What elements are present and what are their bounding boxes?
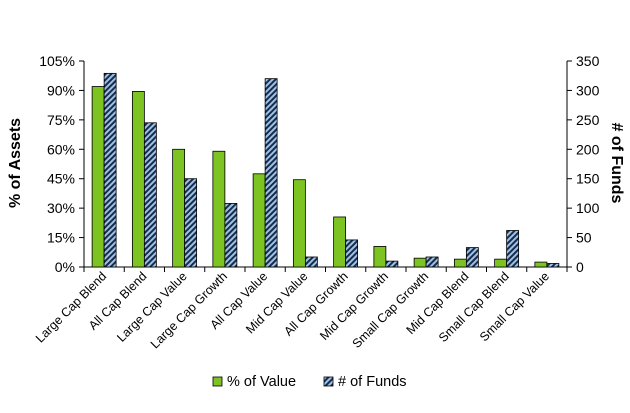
x-category-label: Small Cap Blend bbox=[436, 269, 512, 345]
y-left-tick-label: 30% bbox=[47, 200, 75, 216]
x-category-label: Large Cap Value bbox=[114, 269, 190, 345]
bars bbox=[91, 72, 560, 268]
y-left-tick-label: 90% bbox=[47, 82, 75, 98]
bar-pct-of-value bbox=[413, 257, 427, 268]
y-right-tick-label: 50 bbox=[576, 230, 592, 246]
bar-num-of-funds bbox=[224, 203, 238, 268]
legend: % of Value # of Funds bbox=[212, 374, 407, 390]
bar-num-of-funds bbox=[345, 239, 359, 268]
x-category-label: Mid Cap Growth bbox=[317, 269, 391, 343]
y-right-tick-label: 300 bbox=[576, 82, 600, 98]
y-right-tick-label: 150 bbox=[576, 171, 600, 187]
bar-pct-of-value bbox=[494, 258, 508, 268]
y-left-tick-label: 0% bbox=[55, 259, 75, 275]
y-left-tick-label: 45% bbox=[47, 171, 75, 187]
bar-num-of-funds bbox=[143, 122, 157, 268]
bar-num-of-funds bbox=[546, 263, 560, 268]
x-category-label: Small Cap Growth bbox=[350, 269, 432, 351]
bar-num-of-funds bbox=[425, 256, 439, 268]
bar-pct-of-value bbox=[333, 216, 347, 268]
bar-pct-of-value bbox=[453, 258, 467, 268]
bar-num-of-funds bbox=[506, 230, 520, 268]
legend-swatch-num-of-funds bbox=[323, 376, 334, 387]
y-right-tick-label: 0 bbox=[576, 259, 584, 275]
bar-num-of-funds bbox=[465, 247, 479, 268]
bar-pct-of-value bbox=[172, 148, 186, 268]
legend-label-pct-of-value: % of Value bbox=[227, 374, 296, 390]
y-left-tick-label: 75% bbox=[47, 112, 75, 128]
bar-num-of-funds bbox=[304, 256, 318, 268]
y-left-tick-label: 60% bbox=[47, 141, 75, 157]
x-category-label: Small Cap Value bbox=[477, 269, 552, 344]
legend-swatch-pct-of-value bbox=[212, 376, 223, 387]
bar-pct-of-value bbox=[292, 179, 306, 268]
bar-pct-of-value bbox=[131, 91, 145, 268]
y-axis-left-title: % of Assets bbox=[7, 118, 24, 208]
bar-num-of-funds bbox=[103, 72, 117, 268]
bar-pct-of-value bbox=[373, 245, 387, 268]
bar-pct-of-value bbox=[212, 150, 226, 268]
y-right-tick-label: 250 bbox=[576, 112, 600, 128]
legend-label-num-of-funds: # of Funds bbox=[338, 374, 407, 390]
axes bbox=[79, 60, 572, 272]
labels: 0% 0 15% 50 30% 100 45% 150 60% 200 75% 250 90% 300 10… bbox=[33, 53, 600, 351]
x-category-label: Large Cap Blend bbox=[33, 269, 109, 345]
bar-num-of-funds bbox=[184, 178, 198, 268]
x-category-label: Large Cap Growth bbox=[148, 269, 230, 351]
bar-pct-of-value bbox=[252, 173, 266, 268]
y-right-tick-label: 100 bbox=[576, 200, 600, 216]
bar-pct-of-value bbox=[534, 261, 548, 268]
y-left-tick-label: 15% bbox=[47, 230, 75, 246]
bar-pct-of-value bbox=[91, 86, 105, 268]
y-right-tick-label: 350 bbox=[576, 53, 600, 69]
y-axis-right-title: # of Funds bbox=[608, 123, 625, 204]
bar-num-of-funds bbox=[385, 260, 399, 268]
y-left-tick-label: 105% bbox=[39, 53, 75, 69]
y-right-tick-label: 200 bbox=[576, 141, 600, 157]
bar-num-of-funds bbox=[264, 78, 278, 268]
